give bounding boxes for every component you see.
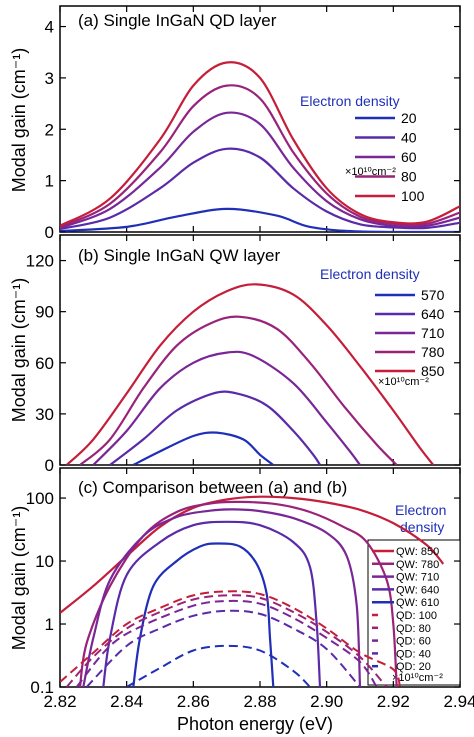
legend-label: QW: 610	[396, 597, 439, 609]
y-tick-label: 0	[45, 456, 54, 475]
panel-a: (a) Single InGaN QD layer Electron densi…	[45, 5, 461, 242]
y-tick-label: 0	[45, 223, 54, 242]
x-tick-label: 2.84	[110, 692, 143, 711]
x-tick-label: 2.94	[443, 692, 474, 711]
panel-c: (c) Comparison between (a) and (b) Elect…	[26, 467, 474, 711]
x-tick-label: 2.92	[377, 692, 410, 711]
x-tick-label: 2.88	[243, 692, 276, 711]
panel-b-legend: 570 640 710 780 850	[375, 287, 445, 379]
legend-label: 710	[421, 325, 445, 341]
series-line-780	[79, 315, 398, 465]
panel-a-legend-title: Electron density	[300, 93, 400, 109]
y-tick-label: 90	[35, 303, 54, 322]
y-tick-label: 4	[45, 18, 54, 37]
legend-label: QW: 780	[396, 559, 439, 571]
y-tick-label: 10	[35, 552, 54, 571]
series-line-640	[109, 390, 321, 465]
panel-c-plot	[59, 468, 461, 687]
legend-label: 850	[421, 363, 445, 379]
panel-b: (b) Single InGaN QW layer Electron densi…	[26, 234, 461, 475]
legend-label: QW: 850	[396, 546, 439, 558]
y-tick-label: 0.1	[30, 678, 54, 697]
panel-c-y-ticks: 0.1 1 10 100	[26, 489, 460, 697]
y-tick-label: 120	[26, 252, 54, 271]
panel-b-title: (b) Single InGaN QW layer	[78, 246, 281, 265]
series-line-40	[60, 147, 460, 230]
y-tick-label: 2	[45, 120, 54, 139]
y-tick-label: 3	[45, 69, 54, 88]
panel-a-plot	[59, 6, 461, 232]
series-line-qw-710	[82, 508, 362, 687]
legend-label: 570	[421, 287, 445, 303]
y-tick-label: 60	[35, 354, 54, 373]
legend-label: QW: 640	[396, 584, 439, 596]
x-tick-label: 2.82	[43, 692, 76, 711]
legend-label: 40	[401, 130, 417, 146]
legend-label: 80	[401, 169, 417, 185]
series-line-100	[60, 61, 460, 227]
legend-label: 20	[401, 110, 417, 126]
legend-label: QD: 20	[396, 661, 431, 673]
panel-a-title: (a) Single InGaN QD layer	[78, 11, 277, 30]
x-tick-label: 2.86	[177, 692, 210, 711]
panel-c-legend-title: Electron	[395, 502, 446, 518]
y-tick-label: 1	[45, 615, 54, 634]
series-line-qd-80	[65, 594, 388, 687]
legend-label: QD: 80	[396, 623, 431, 635]
panel-b-legend-title: Electron density	[320, 266, 420, 282]
panel-c-legend-unit: ×10¹⁰cm⁻²	[392, 672, 443, 684]
panel-c-title: (c) Comparison between (a) and (b)	[78, 478, 347, 497]
x-axis-label: Photon energy (eV)	[177, 714, 333, 734]
legend-label: 780	[421, 344, 445, 360]
series-line-qd-60	[75, 599, 378, 687]
panel-a-legend-unit: ×10¹⁰cm⁻²	[345, 166, 396, 178]
series-line-60	[60, 111, 460, 229]
y-tick-label: 1	[45, 172, 54, 191]
panel-b-plot	[59, 235, 461, 465]
series-line-qw-610	[132, 542, 275, 687]
legend-label: QD: 40	[396, 648, 431, 660]
y-tick-label: 30	[35, 405, 54, 424]
legend-label: 60	[401, 149, 417, 165]
series-line-qd-20	[126, 644, 311, 687]
panel-a-legend: 20 40 60 80 100	[355, 110, 425, 204]
panel-c-legend-title-2: density	[400, 519, 444, 535]
panel-a-y-axis-label: Modal gain (cm⁻¹)	[9, 48, 29, 193]
panel-a-y-ticks: 0 1 2 3 4	[45, 18, 460, 242]
panel-c-y-axis-label: Modal gain (cm⁻¹)	[9, 506, 29, 651]
series-line-20	[60, 207, 460, 232]
series-line-qd-100	[60, 590, 401, 687]
y-tick-label: 100	[26, 489, 54, 508]
legend-label: QD: 60	[396, 636, 431, 648]
panel-b-y-axis-label: Modal gain (cm⁻¹)	[9, 278, 29, 423]
series-line-qw-640	[102, 520, 322, 687]
panel-b-legend-unit: ×10¹⁰cm⁻²	[378, 376, 429, 388]
series-line-570	[132, 431, 274, 465]
x-tick-label: 2.90	[310, 692, 343, 711]
legend-label: QW: 710	[396, 572, 439, 584]
series-line-850	[65, 283, 435, 465]
panel-c-x-ticks: 2.82 2.84 2.86 2.88 2.90 2.92 2.94	[43, 692, 474, 711]
series-line-80	[60, 84, 460, 228]
series-line-710	[92, 350, 361, 465]
legend-label: QD: 100	[396, 610, 437, 622]
legend-label: 640	[421, 306, 445, 322]
legend-label: 100	[401, 188, 425, 204]
panel-b-y-ticks: 0 30 60 90 120	[26, 252, 460, 475]
